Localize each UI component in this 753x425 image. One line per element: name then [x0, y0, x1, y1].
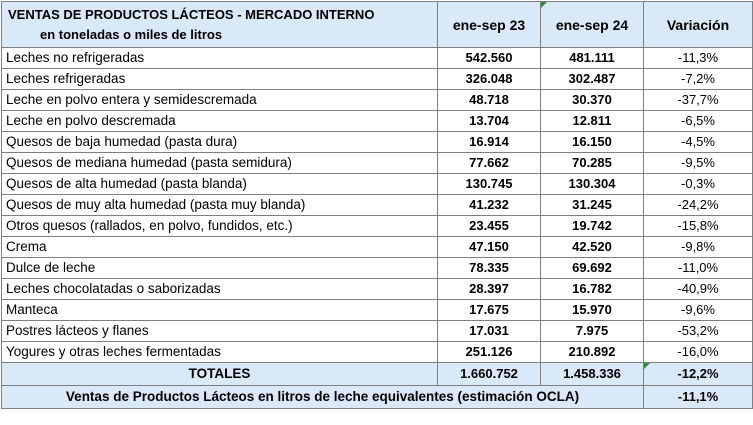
variation-cell: -4,5%	[643, 131, 753, 153]
table-row: Leches refrigeradas 326.048 302.487 -7,2%	[1, 68, 753, 90]
table-row: Leches chocolatadas o saborizadas 28.397 1…	[1, 278, 753, 300]
value-2023-cell: 17.031	[437, 320, 541, 342]
equivalent-label: Ventas de Productos Lácteos en litros de…	[1, 385, 644, 409]
product-name-cell: Manteca	[1, 299, 438, 321]
product-name-cell: Quesos de baja humedad (pasta dura)	[1, 131, 438, 153]
product-name-cell: Quesos de muy alta humedad (pasta muy bl…	[1, 194, 438, 216]
variation-cell: -11,3%	[643, 47, 753, 69]
column-header-2024: ene-sep 24	[540, 1, 644, 48]
table-row: Quesos de mediana humedad (pasta semidur…	[1, 152, 753, 174]
value-2024-cell: 19.742	[540, 215, 644, 237]
product-name-cell: Otros quesos (rallados, en polvo, fundid…	[1, 215, 438, 237]
table-row: Dulce de leche 78.335 69.692 -11,0%	[1, 257, 753, 279]
value-2023-cell: 251.126	[437, 341, 541, 363]
product-name-cell: Yogures y otras leches fermentadas	[1, 341, 438, 363]
value-2024-cell: 12.811	[540, 110, 644, 132]
table-row: Leche en polvo descremada 13.704 12.811 -6,…	[1, 110, 753, 132]
value-2024-cell: 7.975	[540, 320, 644, 342]
variation-cell: -7,2%	[643, 68, 753, 90]
variation-cell: -9,5%	[643, 152, 753, 174]
title-line-1: VENTAS DE PRODUCTOS LÁCTEOS - MERCADO IN…	[8, 6, 375, 22]
value-2023-cell: 41.232	[437, 194, 541, 216]
variation-cell: -9,6%	[643, 299, 753, 321]
variation-cell: -37,7%	[643, 89, 753, 111]
product-name-cell: Leche en polvo descremada	[1, 110, 438, 132]
product-name-cell: Leches no refrigeradas	[1, 47, 438, 69]
equivalent-row: Ventas de Productos Lácteos en litros de…	[1, 385, 753, 409]
variation-cell: -0,3%	[643, 173, 753, 195]
variation-cell: -16,0%	[643, 341, 753, 363]
variation-cell: -24,2%	[643, 194, 753, 216]
value-2024-cell: 16.150	[540, 131, 644, 153]
table-row: Postres lácteos y flanes 17.031 7.975 -53,2…	[1, 320, 753, 342]
value-2024-cell: 15.970	[540, 299, 644, 321]
product-name-cell: Crema	[1, 236, 438, 258]
product-name-cell: Quesos de alta humedad (pasta blanda)	[1, 173, 438, 195]
table-row: Quesos de baja humedad (pasta dura) 16.91…	[1, 131, 753, 153]
table-row: Quesos de muy alta humedad (pasta muy bl…	[1, 194, 753, 216]
variation-cell: -40,9%	[643, 278, 753, 300]
variation-cell: -15,8%	[643, 215, 753, 237]
table-row: Otros quesos (rallados, en polvo, fundid…	[1, 215, 753, 237]
table-row: Leches no refrigeradas 542.560 481.111 -11,…	[1, 47, 753, 69]
totals-2023: 1.660.752	[437, 362, 541, 386]
product-name-cell: Leches chocolatadas o saborizadas	[1, 278, 438, 300]
table-row: Quesos de alta humedad (pasta blanda) 130…	[1, 173, 753, 195]
equivalent-variation: -11,1%	[643, 385, 753, 409]
value-2024-cell: 16.782	[540, 278, 644, 300]
value-2023-cell: 17.675	[437, 299, 541, 321]
table-row: Manteca 17.675 15.970 -9,6%	[1, 299, 753, 321]
column-header-variation: Variación	[643, 1, 753, 48]
table-row: Leche en polvo entera y semidescremada 48…	[1, 89, 753, 111]
value-2024-cell: 302.487	[540, 68, 644, 90]
totals-variation: -12,2%	[643, 362, 753, 386]
table-title: VENTAS DE PRODUCTOS LÁCTEOS - MERCADO IN…	[1, 1, 438, 48]
value-2023-cell: 28.397	[437, 278, 541, 300]
table-row: Crema 47.150 42.520 -9,8%	[1, 236, 753, 258]
variation-cell: -53,2%	[643, 320, 753, 342]
totals-row: TOTALES 1.660.752 1.458.336 -12,2%	[1, 362, 753, 386]
value-2024-cell: 70.285	[540, 152, 644, 174]
value-2024-cell: 210.892	[540, 341, 644, 363]
variation-cell: -11,0%	[643, 257, 753, 279]
totals-label: TOTALES	[1, 362, 438, 386]
table-row: Yogures y otras leches fermentadas 251.12…	[1, 341, 753, 363]
variation-cell: -9,8%	[643, 236, 753, 258]
value-2023-cell: 16.914	[437, 131, 541, 153]
table-header-row: VENTAS DE PRODUCTOS LÁCTEOS - MERCADO IN…	[1, 1, 753, 48]
variation-cell: -6,5%	[643, 110, 753, 132]
value-2024-cell: 30.370	[540, 89, 644, 111]
dairy-sales-table: VENTAS DE PRODUCTOS LÁCTEOS - MERCADO IN…	[1, 1, 753, 409]
value-2023-cell: 326.048	[437, 68, 541, 90]
product-name-cell: Leche en polvo entera y semidescremada	[1, 89, 438, 111]
value-2023-cell: 47.150	[437, 236, 541, 258]
value-2024-cell: 130.304	[540, 173, 644, 195]
value-2024-cell: 481.111	[540, 47, 644, 69]
value-2023-cell: 13.704	[437, 110, 541, 132]
table-body: Leches no refrigeradas 542.560 481.111 -11,…	[1, 47, 753, 363]
product-name-cell: Dulce de leche	[1, 257, 438, 279]
value-2023-cell: 542.560	[437, 47, 541, 69]
totals-2024: 1.458.336	[540, 362, 644, 386]
column-header-2023: ene-sep 23	[437, 1, 541, 48]
value-2023-cell: 130.745	[437, 173, 541, 195]
product-name-cell: Quesos de mediana humedad (pasta semidur…	[1, 152, 438, 174]
value-2023-cell: 48.718	[437, 89, 541, 111]
title-line-2: en toneladas o miles de litros	[40, 26, 223, 42]
value-2023-cell: 78.335	[437, 257, 541, 279]
product-name-cell: Leches refrigeradas	[1, 68, 438, 90]
value-2023-cell: 23.455	[437, 215, 541, 237]
value-2023-cell: 77.662	[437, 152, 541, 174]
value-2024-cell: 42.520	[540, 236, 644, 258]
product-name-cell: Postres lácteos y flanes	[1, 320, 438, 342]
value-2024-cell: 69.692	[540, 257, 644, 279]
value-2024-cell: 31.245	[540, 194, 644, 216]
